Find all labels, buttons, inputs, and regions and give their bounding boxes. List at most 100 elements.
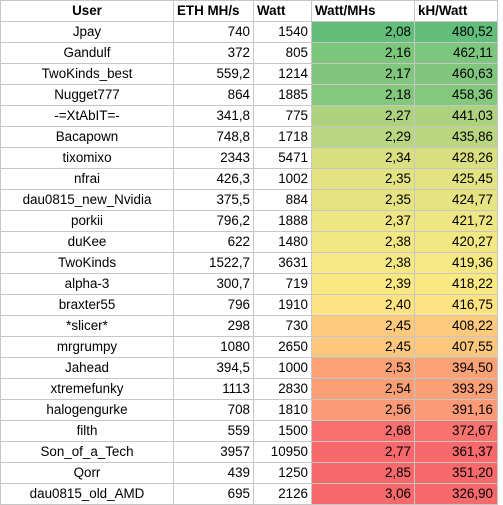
cell-eth-mhs[interactable]: 748,8	[173, 126, 254, 148]
cell-user[interactable]: tixomixo	[0, 147, 174, 169]
cell-watt-per-mhs[interactable]: 2,27	[311, 105, 415, 127]
cell-watt[interactable]: 1000	[253, 357, 312, 379]
cell-kh-per-watt[interactable]: 441,03	[414, 105, 498, 127]
cell-eth-mhs[interactable]: 3957	[173, 441, 254, 463]
cell-watt-per-mhs[interactable]: 2,18	[311, 84, 415, 106]
cell-watt-per-mhs[interactable]: 2,38	[311, 252, 415, 274]
cell-eth-mhs[interactable]: 622	[173, 231, 254, 253]
cell-watt-per-mhs[interactable]: 3,06	[311, 483, 415, 505]
cell-eth-mhs[interactable]: 740	[173, 21, 254, 43]
cell-kh-per-watt[interactable]: 428,26	[414, 147, 498, 169]
cell-kh-per-watt[interactable]: 418,22	[414, 273, 498, 295]
cell-kh-per-watt[interactable]: 421,72	[414, 210, 498, 232]
header-kh-per-watt[interactable]: kH/Watt	[414, 0, 498, 22]
cell-watt[interactable]: 730	[253, 315, 312, 337]
cell-user[interactable]: duKee	[0, 231, 174, 253]
cell-user[interactable]: dau0815_new_Nvidia	[0, 189, 174, 211]
cell-watt-per-mhs[interactable]: 2,56	[311, 399, 415, 421]
cell-user[interactable]: Gandulf	[0, 42, 174, 64]
cell-watt[interactable]: 3631	[253, 252, 312, 274]
cell-eth-mhs[interactable]: 559,2	[173, 63, 254, 85]
cell-watt[interactable]: 2126	[253, 483, 312, 505]
cell-eth-mhs[interactable]: 695	[173, 483, 254, 505]
cell-kh-per-watt[interactable]: 462,11	[414, 42, 498, 64]
cell-kh-per-watt[interactable]: 408,22	[414, 315, 498, 337]
cell-kh-per-watt[interactable]: 424,77	[414, 189, 498, 211]
cell-watt[interactable]: 1888	[253, 210, 312, 232]
cell-watt-per-mhs[interactable]: 2,54	[311, 378, 415, 400]
cell-watt[interactable]: 1002	[253, 168, 312, 190]
cell-kh-per-watt[interactable]: 458,36	[414, 84, 498, 106]
cell-watt[interactable]: 10950	[253, 441, 312, 463]
cell-kh-per-watt[interactable]: 416,75	[414, 294, 498, 316]
cell-watt[interactable]: 2650	[253, 336, 312, 358]
cell-eth-mhs[interactable]: 1080	[173, 336, 254, 358]
cell-eth-mhs[interactable]: 796,2	[173, 210, 254, 232]
header-watt-per-mhs[interactable]: Watt/MHs	[311, 0, 415, 22]
cell-kh-per-watt[interactable]: 425,45	[414, 168, 498, 190]
cell-eth-mhs[interactable]: 559	[173, 420, 254, 442]
cell-user[interactable]: Qorr	[0, 462, 174, 484]
cell-user[interactable]: halogengurke	[0, 399, 174, 421]
cell-user[interactable]: *slicer*	[0, 315, 174, 337]
cell-kh-per-watt[interactable]: 407,55	[414, 336, 498, 358]
cell-kh-per-watt[interactable]: 393,29	[414, 378, 498, 400]
header-watt[interactable]: Watt	[253, 0, 312, 22]
cell-user[interactable]: mrgrumpy	[0, 336, 174, 358]
cell-kh-per-watt[interactable]: 419,36	[414, 252, 498, 274]
cell-watt[interactable]: 1480	[253, 231, 312, 253]
cell-user[interactable]: Son_of_a_Tech	[0, 441, 174, 463]
cell-user[interactable]: nfrai	[0, 168, 174, 190]
cell-kh-per-watt[interactable]: 460,63	[414, 63, 498, 85]
cell-watt[interactable]: 5471	[253, 147, 312, 169]
cell-watt[interactable]: 719	[253, 273, 312, 295]
cell-watt-per-mhs[interactable]: 2,29	[311, 126, 415, 148]
cell-user[interactable]: porkii	[0, 210, 174, 232]
cell-watt-per-mhs[interactable]: 2,40	[311, 294, 415, 316]
cell-watt-per-mhs[interactable]: 2,17	[311, 63, 415, 85]
cell-kh-per-watt[interactable]: 361,37	[414, 441, 498, 463]
cell-eth-mhs[interactable]: 1522,7	[173, 252, 254, 274]
cell-watt[interactable]: 2830	[253, 378, 312, 400]
cell-kh-per-watt[interactable]: 351,20	[414, 462, 498, 484]
cell-watt-per-mhs[interactable]: 2,77	[311, 441, 415, 463]
cell-eth-mhs[interactable]: 1113	[173, 378, 254, 400]
cell-user[interactable]: Jpay	[0, 21, 174, 43]
cell-kh-per-watt[interactable]: 420,27	[414, 231, 498, 253]
cell-eth-mhs[interactable]: 439	[173, 462, 254, 484]
cell-watt-per-mhs[interactable]: 2,85	[311, 462, 415, 484]
cell-eth-mhs[interactable]: 372	[173, 42, 254, 64]
cell-watt-per-mhs[interactable]: 2,37	[311, 210, 415, 232]
cell-watt-per-mhs[interactable]: 2,34	[311, 147, 415, 169]
cell-watt-per-mhs[interactable]: 2,38	[311, 231, 415, 253]
cell-kh-per-watt[interactable]: 326,90	[414, 483, 498, 505]
cell-eth-mhs[interactable]: 864	[173, 84, 254, 106]
cell-watt-per-mhs[interactable]: 2,53	[311, 357, 415, 379]
cell-eth-mhs[interactable]: 300,7	[173, 273, 254, 295]
cell-watt[interactable]: 1500	[253, 420, 312, 442]
header-eth-mhs[interactable]: ETH MH/s	[173, 0, 254, 22]
cell-eth-mhs[interactable]: 708	[173, 399, 254, 421]
cell-eth-mhs[interactable]: 796	[173, 294, 254, 316]
cell-user[interactable]: filth	[0, 420, 174, 442]
cell-kh-per-watt[interactable]: 480,52	[414, 21, 498, 43]
cell-user[interactable]: TwoKinds	[0, 252, 174, 274]
cell-watt-per-mhs[interactable]: 2,35	[311, 189, 415, 211]
cell-watt-per-mhs[interactable]: 2,35	[311, 168, 415, 190]
cell-watt[interactable]: 1718	[253, 126, 312, 148]
header-user[interactable]: User	[0, 0, 174, 22]
cell-watt-per-mhs[interactable]: 2,45	[311, 315, 415, 337]
cell-user[interactable]: alpha-3	[0, 273, 174, 295]
cell-user[interactable]: dau0815_old_AMD	[0, 483, 174, 505]
cell-kh-per-watt[interactable]: 435,86	[414, 126, 498, 148]
cell-user[interactable]: Bacapown	[0, 126, 174, 148]
cell-kh-per-watt[interactable]: 391,16	[414, 399, 498, 421]
cell-watt[interactable]: 805	[253, 42, 312, 64]
cell-user[interactable]: Nugget777	[0, 84, 174, 106]
cell-user[interactable]: Jahead	[0, 357, 174, 379]
cell-user[interactable]: TwoKinds_best	[0, 63, 174, 85]
cell-watt-per-mhs[interactable]: 2,45	[311, 336, 415, 358]
cell-eth-mhs[interactable]: 2343	[173, 147, 254, 169]
cell-kh-per-watt[interactable]: 394,50	[414, 357, 498, 379]
cell-eth-mhs[interactable]: 426,3	[173, 168, 254, 190]
